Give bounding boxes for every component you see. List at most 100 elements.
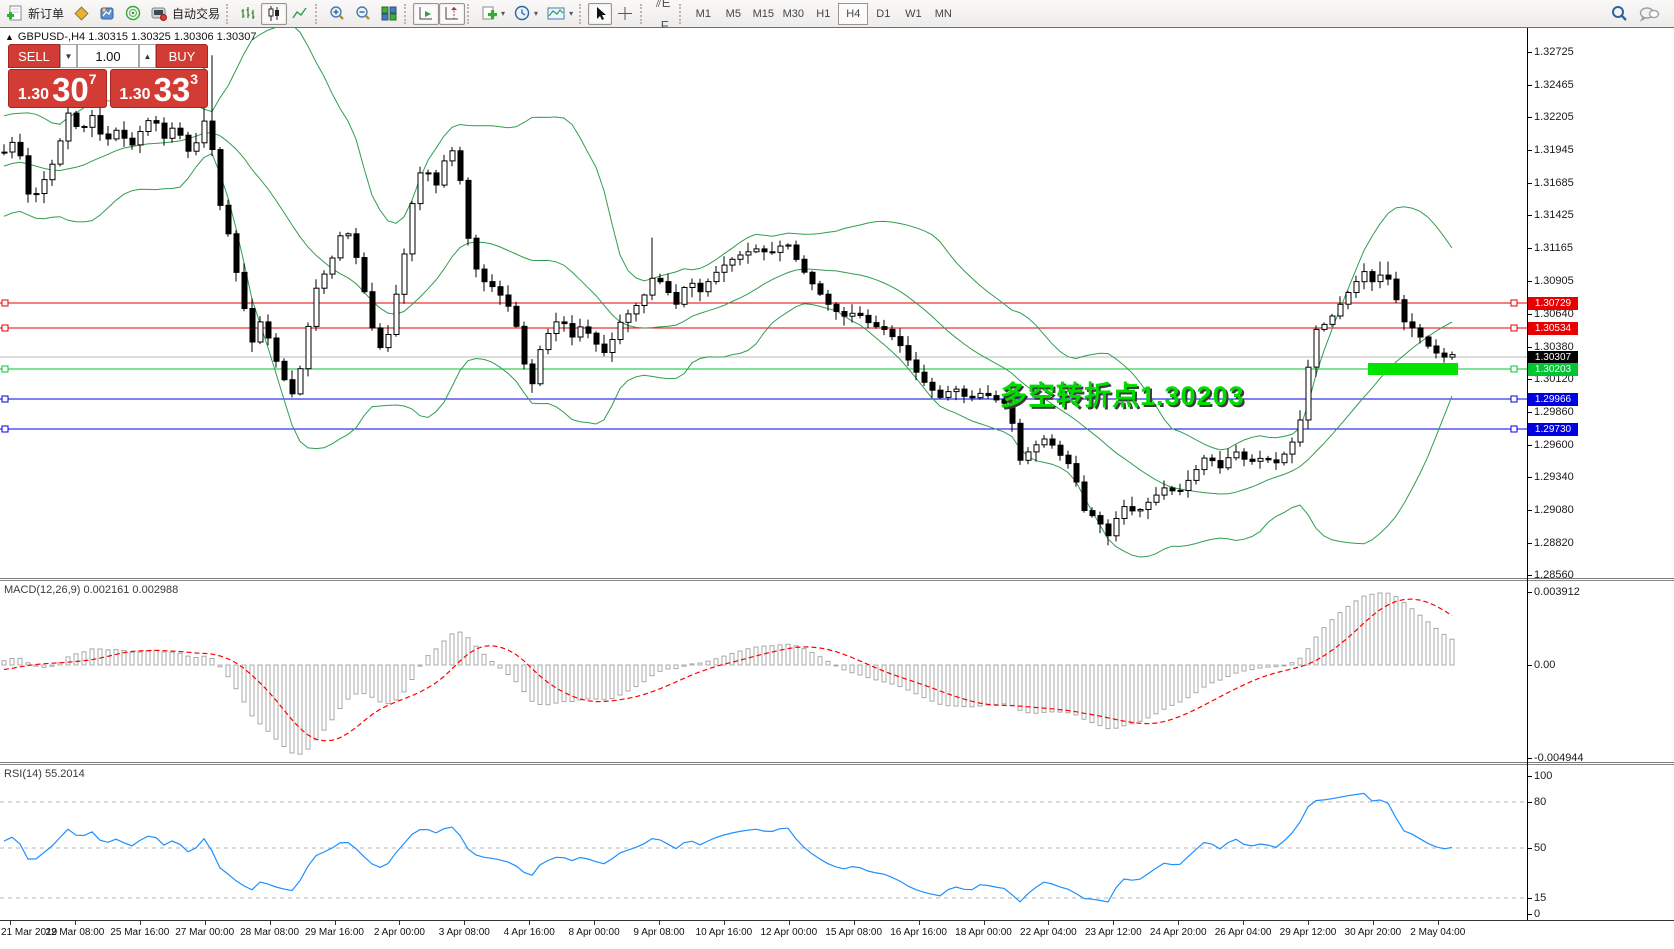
volume-input[interactable]: 1.00 <box>77 44 139 68</box>
bollinger-upper-band <box>3 28 1453 451</box>
candle-body <box>1361 271 1368 283</box>
rsi-pane[interactable] <box>0 765 1527 920</box>
macd-bar <box>1401 602 1407 666</box>
candle-body <box>1321 323 1328 330</box>
time-axis: 21 Mar 2019 22 Mar 08:00 25 Mar 16:00 27 Ma… <box>0 920 1674 949</box>
symbol-collapse-icon[interactable]: ▲ <box>5 32 14 42</box>
candle-body <box>505 294 512 307</box>
macd-bar <box>1081 664 1087 720</box>
candle-body <box>1225 457 1232 469</box>
volume-decrease-button[interactable]: ▼ <box>60 44 77 68</box>
macd-bar <box>89 648 95 666</box>
buy-price-display[interactable]: 1.30 33 3 <box>109 69 208 108</box>
macd-pane[interactable] <box>0 581 1527 762</box>
line-chart-button[interactable] <box>287 3 313 25</box>
timeframe-h1-button[interactable]: H1 <box>816 7 831 20</box>
time-axis-label: 27 Mar 00:00 <box>175 927 235 938</box>
candle-body <box>657 277 664 283</box>
bar-chart-button[interactable] <box>235 3 261 25</box>
macd-bar <box>513 664 519 683</box>
navigator-button[interactable] <box>120 3 146 25</box>
candle-body <box>1049 438 1056 446</box>
candle-body <box>617 321 624 340</box>
crosshair-button[interactable] <box>612 3 638 25</box>
autotrading-label: 自动交易 <box>172 7 221 21</box>
main-chart-plot[interactable] <box>0 28 1527 578</box>
timeframe-m30-button[interactable]: M30 <box>782 7 805 20</box>
equidistant-channel-tool-button[interactable]: ⫽E <box>649 0 677 14</box>
navigator-sonar-icon <box>125 5 141 21</box>
macd-bar <box>353 664 359 695</box>
line-handle <box>1510 299 1518 307</box>
axis-tick-mark <box>1527 117 1532 118</box>
candle-body <box>329 257 336 275</box>
new-order-button[interactable]: 新订单 <box>2 3 68 25</box>
macd-bar <box>609 664 615 699</box>
candle-body <box>1153 494 1160 503</box>
macd-bar <box>881 664 887 683</box>
macd-bar <box>1177 664 1183 703</box>
zoom-in-button[interactable] <box>324 3 350 25</box>
timeframe-h4-button[interactable]: H4 <box>838 2 869 25</box>
macd-bar <box>993 664 999 705</box>
timeframe-w1-button[interactable]: W1 <box>905 7 922 20</box>
zoom-out-button[interactable] <box>350 3 376 25</box>
auto-scroll-icon <box>419 7 433 20</box>
candle-body <box>753 248 760 253</box>
sell-button[interactable]: SELL <box>8 44 60 68</box>
candle-body <box>1289 441 1296 455</box>
timeframe-mn-button[interactable]: MN <box>934 7 952 20</box>
pane-separator[interactable] <box>0 762 1674 765</box>
macd-bar <box>473 645 479 666</box>
macd-bar <box>553 664 559 704</box>
candle-body <box>1241 451 1248 460</box>
chart-symbol-button[interactable] <box>68 3 94 25</box>
candle-body <box>1129 506 1136 512</box>
templates-button[interactable]: ▾ <box>542 3 577 25</box>
candlestick-chart-button[interactable] <box>261 2 288 25</box>
sell-price-display[interactable]: 1.30 30 7 <box>8 69 107 108</box>
timeframe-d1-button[interactable]: D1 <box>876 7 891 20</box>
timeframe-m5-button[interactable]: M5 <box>725 7 741 20</box>
symbol-diamond-icon <box>74 6 89 21</box>
candle-body <box>145 120 152 132</box>
axis-tick-mark <box>1527 379 1532 380</box>
annotation-text[interactable]: 多空转折点1.30203 <box>1000 381 1245 411</box>
fibonacci-retracement-tool-button[interactable]: ⹁F <box>649 14 677 36</box>
macd-bar <box>17 657 23 666</box>
search-button[interactable] <box>1606 3 1634 25</box>
candle-body <box>1105 523 1112 537</box>
candle-body <box>681 287 688 305</box>
buy-button[interactable]: BUY <box>156 44 208 68</box>
time-axis-label: 30 Apr 20:00 <box>1344 927 1402 938</box>
candle-body <box>465 179 472 239</box>
timeframe-m15-button[interactable]: M15 <box>752 7 775 20</box>
axis-tick-mark <box>1527 758 1532 759</box>
candle-body <box>177 127 184 136</box>
candle-body <box>57 140 64 165</box>
tile-windows-button[interactable] <box>376 3 402 25</box>
data-window-button[interactable] <box>94 3 120 25</box>
time-tick-mark <box>1372 921 1374 925</box>
autotrading-button[interactable]: 自动交易 <box>146 3 224 25</box>
macd-bar <box>593 664 599 700</box>
indicators-button[interactable]: ▾ <box>476 3 509 25</box>
cursor-button[interactable] <box>588 2 613 25</box>
periods-button[interactable]: ▾ <box>509 3 542 25</box>
volume-increase-button[interactable]: ▲ <box>139 44 156 68</box>
pane-separator[interactable] <box>0 578 1674 581</box>
macd-bar <box>529 664 535 702</box>
candle-body <box>1161 487 1168 496</box>
chart-shift-button[interactable] <box>439 2 466 25</box>
toolbar-grip <box>226 3 233 24</box>
time-axis-label: 22 Apr 04:00 <box>1020 927 1077 938</box>
candle-body <box>337 235 344 259</box>
price-line-label: 1.30534 <box>1528 322 1578 335</box>
chat-button[interactable] <box>1634 3 1664 25</box>
macd-bar <box>385 664 391 705</box>
macd-bar <box>113 649 119 666</box>
timeframe-m1-button[interactable]: M1 <box>695 7 711 20</box>
auto-scroll-button[interactable] <box>413 2 440 25</box>
macd-bar <box>657 664 663 672</box>
candle-body <box>769 251 776 254</box>
